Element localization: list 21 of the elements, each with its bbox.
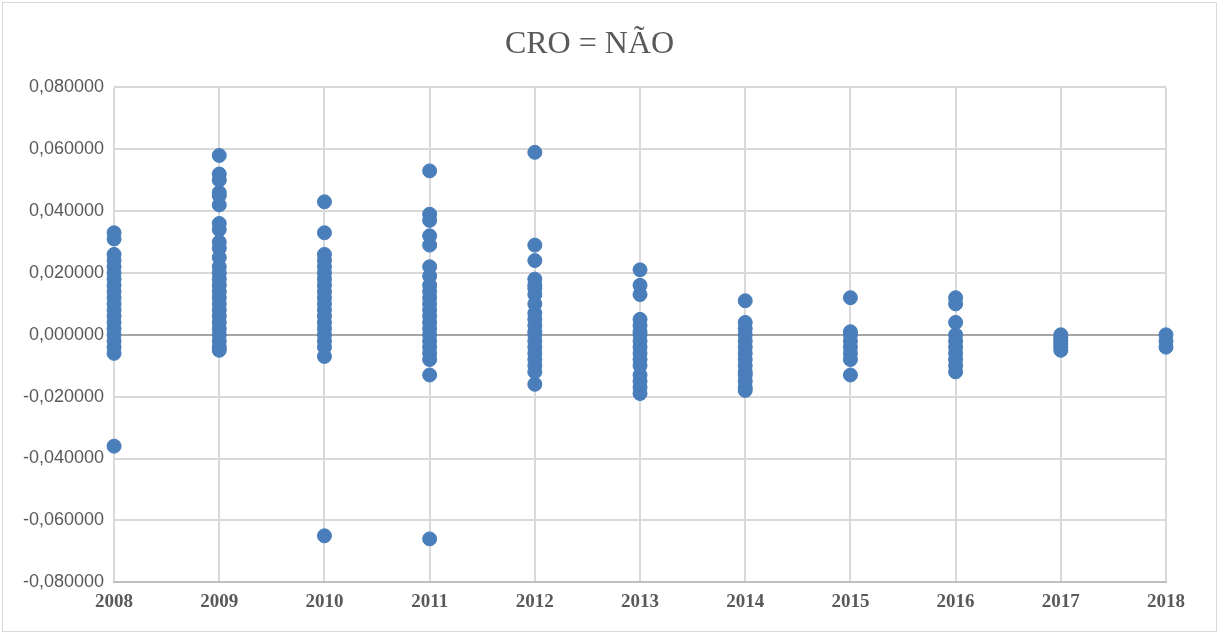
- chart-title: CRO = NÃO: [504, 23, 675, 60]
- y-tick-label: 0,060000: [28, 138, 105, 159]
- x-tick-label: 2015: [831, 589, 870, 611]
- x-tick-label: 2010: [305, 589, 344, 611]
- y-tick-label: -0,040000: [22, 447, 105, 468]
- y-tick-label: 0,000000: [28, 323, 105, 344]
- x-tick-label: 2011: [411, 589, 449, 611]
- x-tick-label: 2014: [726, 589, 765, 611]
- x-tick-label: 2009: [200, 589, 239, 611]
- x-tick-label: 2017: [1041, 589, 1081, 611]
- x-tick-label: 2008: [95, 589, 134, 611]
- x-tick-label: 2018: [1147, 589, 1185, 611]
- y-tick-label: -0,060000: [22, 509, 105, 530]
- y-tick-label: -0,080000: [22, 571, 105, 592]
- y-tick-label: 0,080000: [28, 76, 105, 97]
- y-tick-label: -0,020000: [22, 385, 105, 406]
- x-tick-label: 2012: [515, 589, 554, 611]
- x-tick-label: 2013: [621, 589, 660, 611]
- x-tick-label: 2016: [936, 589, 975, 611]
- y-tick-label: 0,040000: [28, 200, 105, 221]
- y-tick-label: 0,020000: [28, 261, 105, 282]
